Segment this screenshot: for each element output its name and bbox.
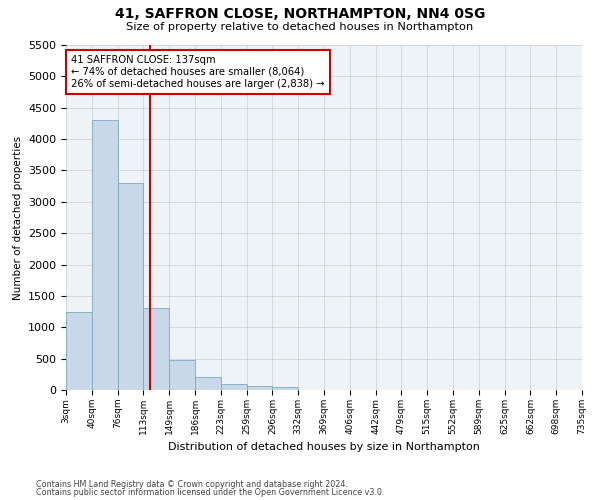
Bar: [169, 360, 195, 390]
Text: Size of property relative to detached houses in Northampton: Size of property relative to detached ho…: [127, 22, 473, 32]
Bar: [143, 308, 169, 390]
Bar: [247, 386, 272, 390]
Bar: [272, 388, 298, 390]
Y-axis label: Number of detached properties: Number of detached properties: [13, 136, 23, 300]
Text: Contains HM Land Registry data © Crown copyright and database right 2024.: Contains HM Land Registry data © Crown c…: [36, 480, 348, 489]
Bar: [92, 120, 118, 390]
Text: 41, SAFFRON CLOSE, NORTHAMPTON, NN4 0SG: 41, SAFFRON CLOSE, NORTHAMPTON, NN4 0SG: [115, 8, 485, 22]
Bar: [66, 312, 92, 390]
X-axis label: Distribution of detached houses by size in Northampton: Distribution of detached houses by size …: [168, 442, 480, 452]
Bar: [221, 384, 247, 390]
Bar: [195, 378, 221, 390]
Text: 41 SAFFRON CLOSE: 137sqm
← 74% of detached houses are smaller (8,064)
26% of sem: 41 SAFFRON CLOSE: 137sqm ← 74% of detach…: [71, 56, 325, 88]
Bar: [118, 183, 143, 390]
Text: Contains public sector information licensed under the Open Government Licence v3: Contains public sector information licen…: [36, 488, 385, 497]
